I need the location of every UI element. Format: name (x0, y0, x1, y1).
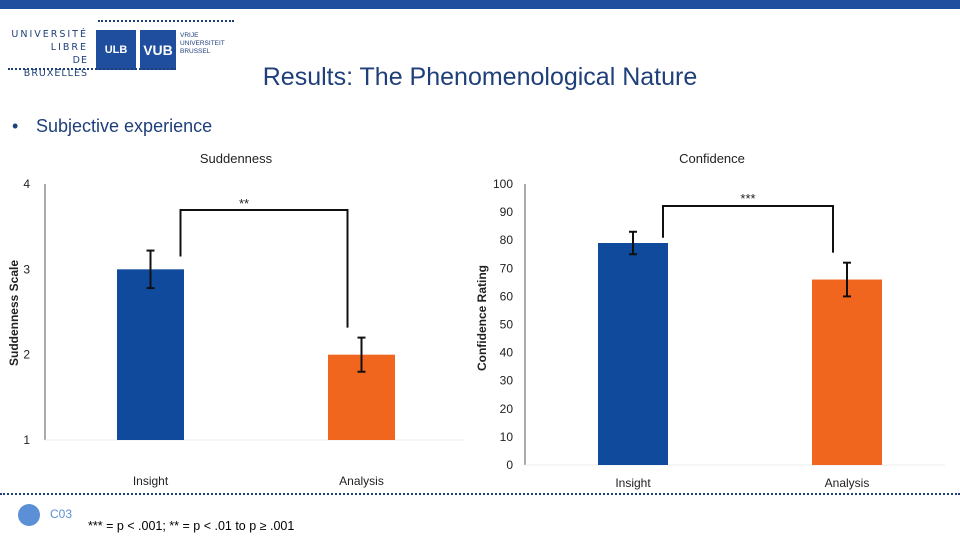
confidence-chart-title: Confidence (679, 151, 745, 166)
confidence-y-tick-20: 20 (500, 402, 514, 416)
suddenness-bar-insight (117, 269, 184, 440)
confidence-y-tick-40: 40 (500, 346, 514, 360)
top-accent-bar (0, 0, 960, 9)
university-logo: UNIVERSITÉ LIBRE DE BRUXELLES ULB VUB VR… (8, 18, 234, 79)
suddenness-y-tick-4: 4 (23, 177, 30, 191)
bullet-marker: • (12, 116, 19, 136)
confidence-x-tick-analysis: Analysis (825, 476, 870, 490)
confidence-y-axis-label: Confidence Rating (475, 265, 489, 371)
footer-dotted-rule (0, 493, 960, 495)
slide-title: Results: The Phenomenological Nature (262, 63, 698, 91)
confidence-bar-analysis (812, 279, 882, 465)
confidence-y-tick-90: 90 (500, 205, 514, 219)
confidence-y-tick-10: 10 (500, 430, 514, 444)
vub-name-line-1: VRIJE (180, 32, 199, 39)
bullet-text: Subjective experience (36, 116, 213, 136)
suddenness-significance-label: ** (239, 196, 249, 211)
suddenness-x-tick-analysis: Analysis (339, 474, 384, 488)
confidence-y-tick-100: 100 (493, 177, 513, 191)
confidence-x-tick-insight: Insight (615, 476, 651, 490)
confidence-y-tick-30: 30 (500, 374, 514, 388)
ulb-name-line-2: LIBRE (50, 42, 88, 53)
suddenness-y-axis-label: Suddenness Scale (7, 260, 21, 366)
suddenness-significance-bracket (179, 209, 349, 328)
suddenness-x-tick-insight: Insight (133, 474, 169, 488)
footer-code: C03 (50, 507, 73, 521)
confidence-bar-insight (598, 243, 668, 465)
ulb-name-line-3: DE BRUXELLES (23, 55, 88, 79)
suddenness-y-tick-2: 2 (23, 348, 30, 362)
ulb-mark: ULB (96, 30, 136, 70)
confidence-significance-bracket (662, 205, 834, 253)
confidence-y-tick-0: 0 (506, 458, 513, 472)
logo-dotted-rule-bottom (8, 68, 176, 70)
suddenness-y-tick-3: 3 (23, 262, 30, 276)
confidence-significance-label: *** (740, 191, 755, 206)
confidence-y-tick-80: 80 (500, 233, 514, 247)
vub-mark: VUB (140, 30, 176, 70)
suddenness-y-tick-1: 1 (23, 433, 30, 447)
footer-logo-icon (18, 504, 40, 526)
vub-name: VRIJE UNIVERSITEIT BRUSSEL (180, 32, 230, 56)
significance-footnote: *** = p < .001; ** = p < .01 to p ≥ .001 (88, 519, 295, 533)
vub-name-line-3: BRUSSEL (180, 48, 211, 55)
logo-dotted-rule (98, 20, 234, 22)
vub-name-line-2: UNIVERSITEIT (180, 40, 225, 47)
confidence-y-tick-50: 50 (500, 318, 514, 332)
ulb-name-line-1: UNIVERSITÉ (11, 29, 88, 40)
suddenness-chart-title: Suddenness (200, 151, 273, 166)
confidence-y-tick-70: 70 (500, 261, 514, 275)
confidence-y-tick-60: 60 (500, 289, 514, 303)
